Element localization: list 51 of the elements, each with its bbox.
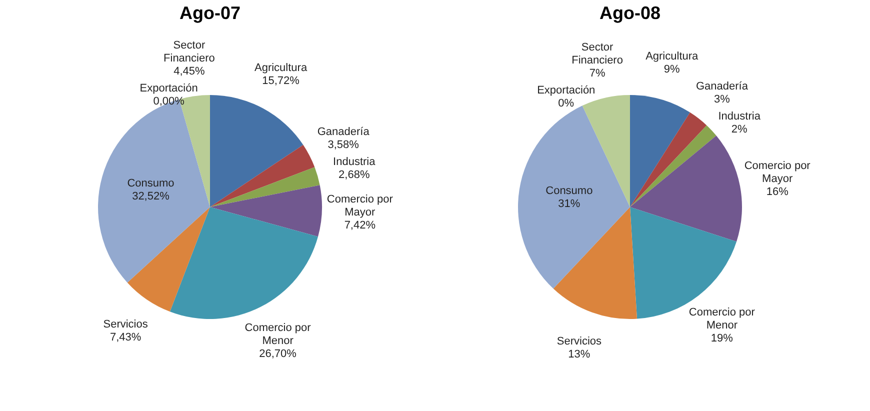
text: 0% <box>558 98 574 110</box>
pie-slice <box>630 95 690 207</box>
slice-label: Ganadería <box>317 126 370 138</box>
slice-label: Consumo <box>127 178 174 190</box>
pie-slice <box>630 136 742 242</box>
slice-label: Agricultura <box>646 50 700 62</box>
data-label: 3% <box>714 93 730 106</box>
chart-title: Ago-07 <box>179 3 241 23</box>
data-label: 2% <box>731 123 748 136</box>
slice-label: Industria <box>718 110 762 122</box>
pie-slice <box>127 207 210 312</box>
data-label: 31% <box>558 198 580 210</box>
pie-slice <box>210 167 320 207</box>
pie-slice <box>630 125 716 207</box>
pie-slice <box>210 95 304 207</box>
pie-slice <box>170 207 318 319</box>
slice-label: Servicios <box>556 336 602 348</box>
pie-slice <box>553 207 638 319</box>
data-label: 32,52% <box>132 190 170 203</box>
pie-slice <box>630 207 737 319</box>
data-label: 13% <box>568 348 590 361</box>
data-label: 9% <box>664 63 680 76</box>
chart-title: Ago-08 <box>599 3 661 23</box>
text: 0,00% <box>153 95 184 108</box>
data-label: 3,58% <box>328 138 360 151</box>
data-label: 15,72% <box>262 75 300 88</box>
data-label: 19% <box>710 332 734 345</box>
slice-label: Sector Financiero <box>572 42 623 67</box>
slice-label: Comercio por Mayor <box>744 160 811 185</box>
slice-label: Comercio por Menor <box>244 322 312 347</box>
pie-slice <box>630 112 707 207</box>
pie-slice <box>518 106 630 289</box>
slice-label: Consumo <box>546 184 593 197</box>
data-label: 7,42% <box>344 219 376 232</box>
pie-slice <box>210 185 322 237</box>
slice-label: Industria <box>333 156 376 168</box>
data-label: 7,43% <box>110 331 142 344</box>
category-label: Exportación <box>537 84 596 97</box>
data-label: 2,68% <box>338 168 370 181</box>
data-label: 26,70% <box>259 348 297 360</box>
slice-label: Comercio por Menor <box>688 306 756 332</box>
data-label: 4,45% <box>174 65 206 78</box>
data-label: 7% <box>589 68 606 80</box>
category-label: Exportación <box>140 82 198 94</box>
pie-slice <box>210 144 315 207</box>
slice-label: Ganadería <box>696 80 749 92</box>
slice-label: Agricultura <box>254 62 308 74</box>
slice-label: Sector Financiero <box>164 39 215 64</box>
slice-label: Comercio por Mayor <box>326 193 394 218</box>
slice-label: Servicios <box>103 318 148 330</box>
data-label: 16% <box>766 186 789 198</box>
